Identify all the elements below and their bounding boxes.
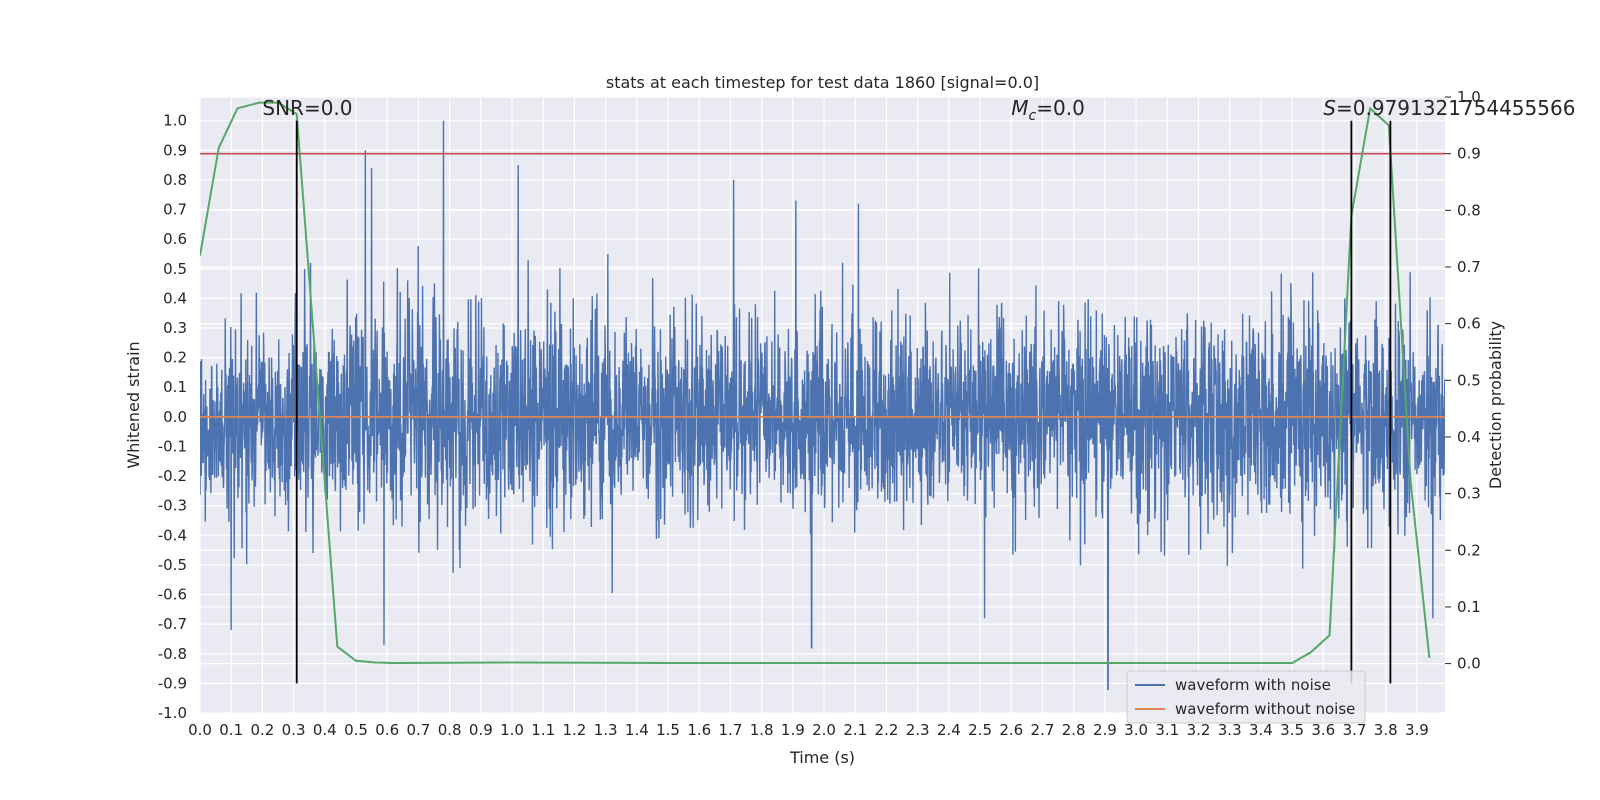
x-tick-label: 1.7 xyxy=(719,721,743,739)
y-tick-label: -0.1 xyxy=(158,437,187,455)
x-tick-label: 2.1 xyxy=(843,721,867,739)
y-tick-label: 0.9 xyxy=(163,141,187,159)
y-tick-label: 0.0 xyxy=(163,408,187,426)
x-tick-label: 1.5 xyxy=(656,721,680,739)
x-tick-label: 1.1 xyxy=(531,721,555,739)
x-tick-label: 0.5 xyxy=(344,721,368,739)
detection-probability-line xyxy=(200,101,1431,665)
x-tick-label: 0.8 xyxy=(438,721,462,739)
x-tick-label: 3.4 xyxy=(1249,721,1273,739)
x-tick-label: 2.0 xyxy=(812,721,836,739)
mc-value: =0.0 xyxy=(1036,96,1085,120)
y-tick-label: 0.1 xyxy=(163,378,187,396)
mc-symbol: M xyxy=(1011,96,1028,120)
y-tick-label: 0.6 xyxy=(163,230,187,248)
s-symbol: S xyxy=(1323,96,1336,120)
x-tick-label: 2.5 xyxy=(968,721,992,739)
x-tick-label: 2.7 xyxy=(1031,721,1055,739)
x-tick-label: 0.7 xyxy=(406,721,430,739)
y-tick-label: 0.7 xyxy=(163,201,187,219)
series-detection-probability xyxy=(200,101,1431,665)
x-tick-label: 3.1 xyxy=(1155,721,1179,739)
y-tick-label: -0.4 xyxy=(158,526,187,544)
x-tick-label: 3.0 xyxy=(1124,721,1148,739)
s-annotation: S=0.9791321754455566 xyxy=(1323,96,1575,120)
snr-annotation: SNR=0.0 xyxy=(262,96,352,120)
y-tick-label: -0.6 xyxy=(158,586,187,604)
x-tick-label: 3.5 xyxy=(1280,721,1304,739)
y-tick-label: -0.8 xyxy=(158,645,187,663)
y2-tick-label: 0.6 xyxy=(1457,315,1481,333)
y2-tick-label: 0.7 xyxy=(1457,258,1481,276)
legend-box xyxy=(1126,670,1366,724)
y2-tick-label: 0.8 xyxy=(1457,201,1481,219)
x-tick-label: 2.9 xyxy=(1093,721,1117,739)
x-tick-label: 0.3 xyxy=(282,721,306,739)
y2-tick-label: 0.1 xyxy=(1457,598,1481,616)
y-tick-label: 1.0 xyxy=(163,112,187,130)
x-tick-label: 3.9 xyxy=(1405,721,1429,739)
x-tick-label: 1.2 xyxy=(563,721,587,739)
y-axis-label: Whitened strain xyxy=(124,341,143,468)
x-tick-label: 2.4 xyxy=(937,721,961,739)
x-tick-label: 2.6 xyxy=(999,721,1023,739)
y2-tick-label: 0.5 xyxy=(1457,371,1481,389)
y2-tick-label: 0.0 xyxy=(1457,655,1481,673)
x-tick-label: 0.1 xyxy=(219,721,243,739)
x-tick-label: 3.8 xyxy=(1374,721,1398,739)
x-tick-label: 0.4 xyxy=(313,721,337,739)
mc-subscript: c xyxy=(1029,108,1037,124)
mc-annotation: Mc=0.0 xyxy=(1011,96,1085,124)
y-tick-label: 0.3 xyxy=(163,319,187,337)
x-tick-label: 3.7 xyxy=(1343,721,1367,739)
x-axis-label: Time (s) xyxy=(789,748,855,767)
series-waveform-with-noise xyxy=(200,120,1445,691)
y2-tick-label: 0.2 xyxy=(1457,541,1481,559)
y-tick-label: -0.2 xyxy=(158,467,187,485)
x-tick-label: 0.2 xyxy=(250,721,274,739)
y2-axis-ticks: 0.0 0.1 0.2 0.3 0.4 0.5 0.6 0.7 0.8 0.9 1.0 xyxy=(1445,88,1481,673)
y2-tick-label: 0.3 xyxy=(1457,485,1481,503)
x-tick-label: 3.2 xyxy=(1187,721,1211,739)
y-tick-label: -0.3 xyxy=(158,497,187,515)
y2-axis-label: Detection probability xyxy=(1486,321,1505,489)
x-axis-ticks: 0.0 0.1 0.2 0.3 0.4 0.5 0.6 0.7 0.8 0.9 1.0 1.1 1.2 1… xyxy=(188,721,1429,739)
x-tick-label: 3.6 xyxy=(1311,721,1335,739)
y2-tick-label: 0.9 xyxy=(1457,145,1481,163)
s-value: =0.9791321754455566 xyxy=(1336,96,1575,120)
y-tick-label: 0.2 xyxy=(163,349,187,367)
y-tick-label: 0.5 xyxy=(163,260,187,278)
x-tick-label: 1.0 xyxy=(500,721,524,739)
legend-label-waveform-with-noise: waveform with noise xyxy=(1175,676,1331,694)
y-tick-label: 0.4 xyxy=(163,289,187,307)
x-tick-label: 2.3 xyxy=(906,721,930,739)
plot-marks xyxy=(200,101,1445,691)
x-tick-label: 2.2 xyxy=(875,721,899,739)
y-tick-label: -0.7 xyxy=(158,615,187,633)
x-tick-label: 1.9 xyxy=(781,721,805,739)
y-tick-label: -1.0 xyxy=(158,704,187,722)
x-tick-label: 0.0 xyxy=(188,721,212,739)
x-tick-label: 1.4 xyxy=(625,721,649,739)
y-axis-ticks: -1.0 -0.9 -0.8 -0.7 -0.6 -0.5 -0.4 -0.3 -0.2 -0.1… xyxy=(158,112,187,722)
x-tick-label: 0.6 xyxy=(375,721,399,739)
y2-tick-label: 1.0 xyxy=(1457,88,1481,106)
chart-title: stats at each timestep for test data 186… xyxy=(606,73,1039,92)
x-tick-label: 2.8 xyxy=(1062,721,1086,739)
y2-tick-label: 0.4 xyxy=(1457,428,1481,446)
y-tick-label: 0.8 xyxy=(163,171,187,189)
x-tick-label: 1.8 xyxy=(750,721,774,739)
x-tick-label: 3.3 xyxy=(1218,721,1242,739)
x-tick-label: 1.6 xyxy=(687,721,711,739)
y-tick-label: -0.5 xyxy=(158,556,187,574)
legend: waveform with noise waveform without noi… xyxy=(1126,670,1366,724)
legend-label-waveform-without-noise: waveform without noise xyxy=(1175,700,1355,718)
x-tick-label: 1.3 xyxy=(594,721,618,739)
x-tick-label: 0.9 xyxy=(469,721,493,739)
y-tick-label: -0.9 xyxy=(158,674,187,692)
